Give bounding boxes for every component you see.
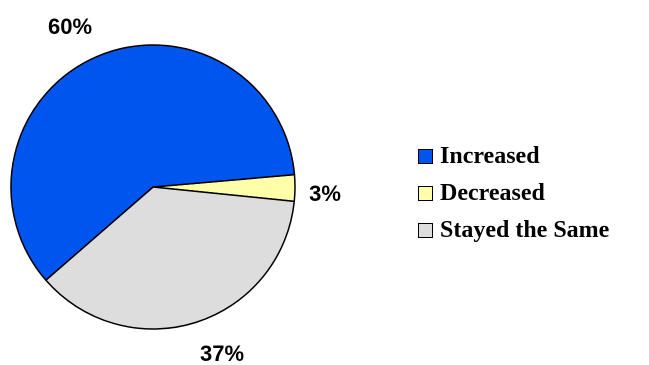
pie-slice-increased bbox=[10, 44, 296, 281]
pie-slice-stayed-the-same bbox=[45, 186, 296, 330]
slice-label-increased: 60% bbox=[48, 14, 92, 39]
legend-swatch-increased bbox=[418, 149, 433, 164]
legend-item-decreased: Decreased bbox=[418, 175, 609, 212]
legend-item-increased: Increased bbox=[418, 138, 609, 175]
slice-label-stayed-the-same: 37% bbox=[200, 341, 244, 365]
legend: Increased Decreased Stayed the Same bbox=[418, 138, 609, 249]
legend-label-decreased: Decreased bbox=[440, 180, 545, 206]
legend-label-increased: Increased bbox=[440, 143, 540, 169]
pie-slices bbox=[10, 44, 296, 330]
pie-labels: 60% 3% 37% bbox=[48, 14, 341, 365]
slice-label-decreased: 3% bbox=[309, 181, 341, 206]
legend-swatch-stayed-the-same bbox=[418, 223, 433, 238]
legend-item-stayed-the-same: Stayed the Same bbox=[418, 212, 609, 249]
legend-swatch-decreased bbox=[418, 186, 433, 201]
legend-label-stayed-the-same: Stayed the Same bbox=[440, 217, 610, 243]
